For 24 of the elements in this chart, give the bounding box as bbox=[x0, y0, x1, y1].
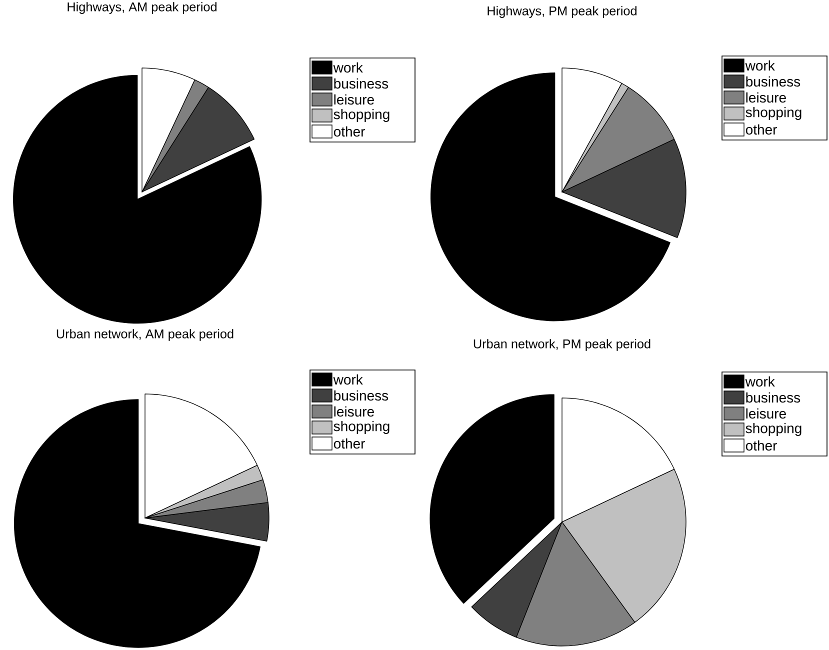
legend-label: other bbox=[334, 126, 366, 137]
chart-title: Highways, PM peak period bbox=[488, 6, 636, 18]
legend-label: work bbox=[333, 62, 363, 73]
legend-label: shopping bbox=[334, 420, 390, 434]
legend-label: work bbox=[745, 376, 775, 387]
legend-label: work bbox=[745, 60, 775, 71]
chart-title: Urban network, AM peak period bbox=[56, 329, 234, 341]
chart-title: Highways, AM peak period bbox=[68, 2, 216, 14]
legend-label: work bbox=[333, 374, 363, 385]
legend-label: other bbox=[334, 438, 366, 449]
legend-label: shopping bbox=[334, 108, 390, 122]
legend-label: business bbox=[334, 390, 388, 401]
legend-label: shopping bbox=[746, 106, 802, 120]
legend-label: business bbox=[334, 78, 388, 89]
chart-title: Urban network, PM peak period bbox=[474, 339, 650, 351]
legend-label: leisure bbox=[746, 408, 786, 419]
legend-label: business bbox=[746, 392, 800, 403]
legend-label: other bbox=[746, 440, 778, 451]
legend-label: shopping bbox=[746, 422, 802, 436]
legend-label: leisure bbox=[334, 406, 374, 417]
legend-label: leisure bbox=[746, 92, 786, 103]
legend-label: leisure bbox=[334, 94, 374, 105]
legend-label: other bbox=[746, 124, 778, 135]
legend-label: business bbox=[746, 76, 800, 87]
